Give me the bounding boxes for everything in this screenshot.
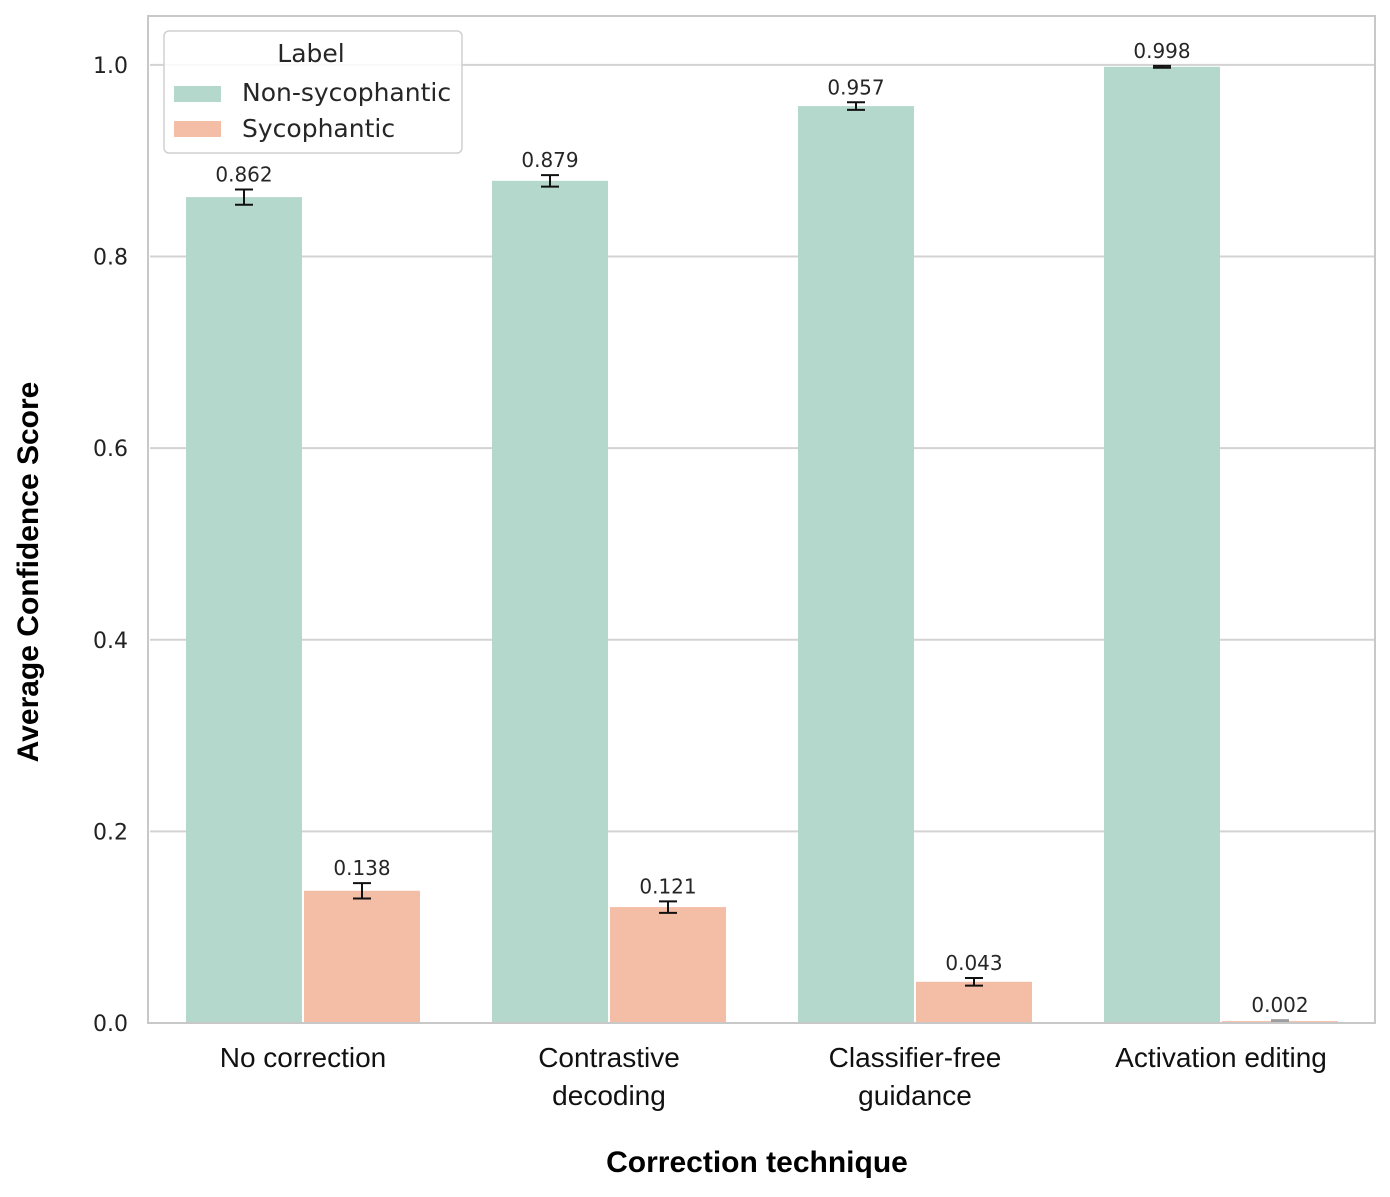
y-axis-ticks: 0.0 0.2 0.4 0.6 0.8 1.0 [93,54,128,1037]
legend-swatch-sycophantic [174,121,221,137]
y-tick-label: 0.6 [93,437,128,462]
data-label: 0.957 [827,75,884,99]
data-label: 0.138 [333,856,390,880]
bar-sycophantic-1 [304,890,420,1023]
legend-title: Label [277,39,344,68]
legend-box [163,30,463,154]
data-label: 0.002 [1251,993,1308,1017]
bar-sycophantic-3 [916,981,1032,1023]
legend-label-sycophantic: Sycophantic [242,114,395,143]
y-tick-label: 0.0 [93,1012,128,1037]
x-axis-title: Correction technique [606,1146,908,1179]
x-tick-label-line: guidance [858,1080,972,1111]
data-label: 0.043 [945,951,1002,975]
bars [186,66,1338,1024]
data-label: 0.879 [521,148,578,172]
data-label: 0.998 [1133,39,1190,63]
bar-non-sycophantic-2 [492,180,608,1023]
bar-non-sycophantic-3 [798,106,914,1024]
plot-frame [147,15,1376,1024]
x-tick-label-line: Activation editing [1115,1042,1327,1073]
x-tick-label-line: Classifier-free [829,1042,1002,1073]
y-tick-label: 1.0 [93,54,128,79]
x-tick-label: Activation editing [1115,1042,1327,1073]
error-bars [235,64,1289,1024]
bar-non-sycophantic-1 [186,197,302,1024]
legend-swatch-non-sycophantic [174,86,221,102]
x-tick-label: Classifier-free guidance [829,1042,1002,1111]
legend: Label Non-sycophantic Sycophantic [163,30,463,154]
data-labels: 0.862 0.138 0.879 0.121 0.957 0.043 0.998 0.002 [215,39,1308,1017]
x-tick-label: Contrastive decoding [538,1042,680,1111]
x-tick-label-line: decoding [552,1080,666,1111]
x-tick-label-line: Contrastive [538,1042,680,1073]
x-tick-label-line: No correction [220,1042,387,1073]
bar-sycophantic-2 [610,907,726,1023]
data-label: 0.121 [639,874,696,898]
x-axis-ticks: No correction Contrastive decoding Classifi… [220,1042,1327,1111]
x-tick-label: No correction [220,1042,387,1073]
y-axis-title: Average Confidence Score [12,382,45,763]
y-tick-label: 0.8 [93,246,128,271]
legend-label-non-sycophantic: Non-sycophantic [242,78,451,107]
y-tick-label: 0.2 [93,820,128,845]
data-label: 0.862 [215,162,272,186]
y-tick-label: 0.4 [93,629,128,654]
bar-non-sycophantic-4 [1104,66,1220,1024]
